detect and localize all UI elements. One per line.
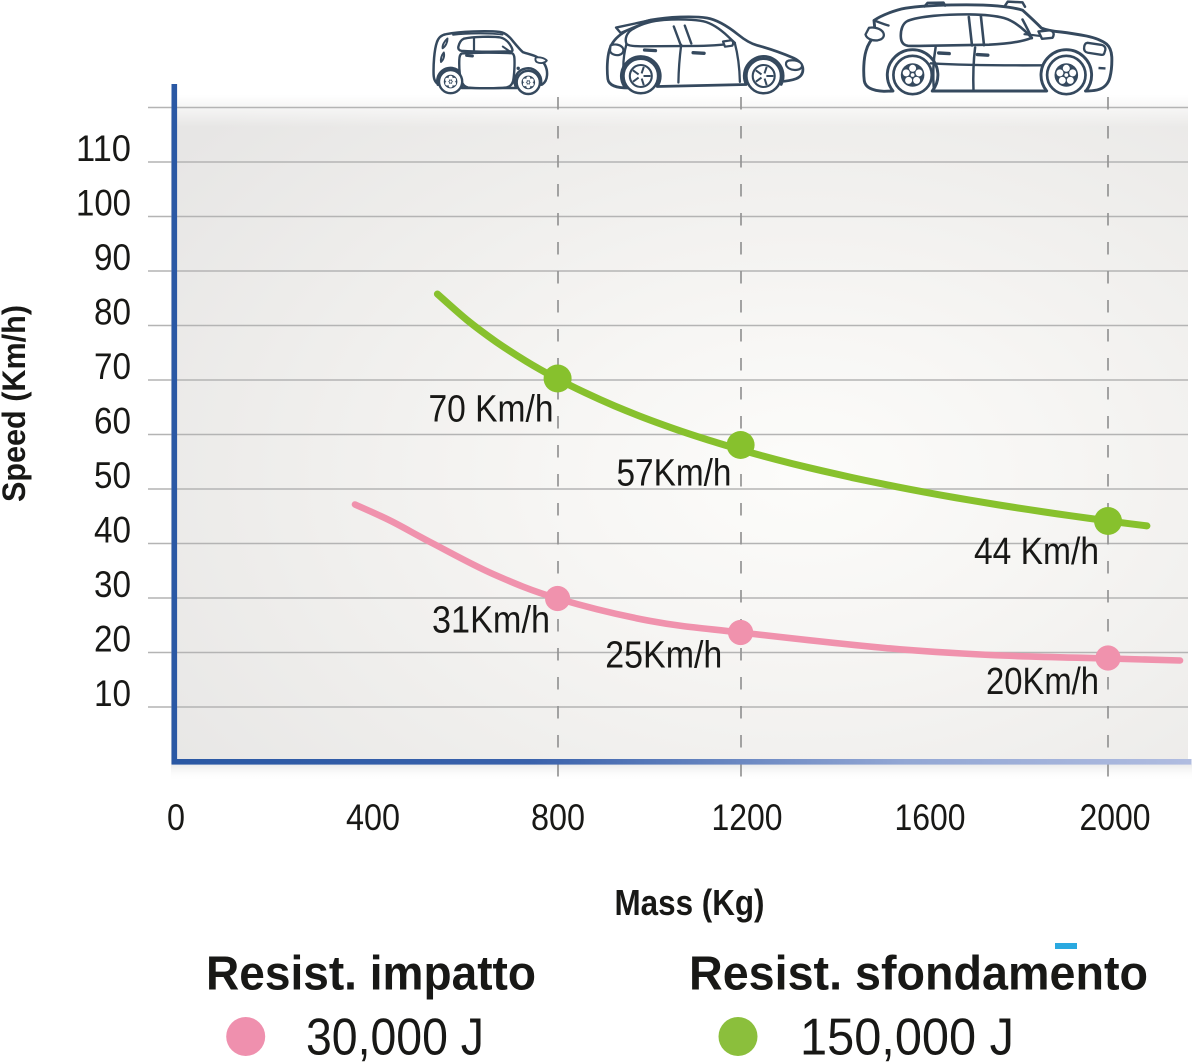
svg-text:57Km/h: 57Km/h (617, 453, 732, 495)
svg-text:70 Km/h: 70 Km/h (429, 389, 554, 431)
svg-text:400: 400 (346, 797, 400, 838)
svg-text:70: 70 (94, 346, 131, 387)
svg-text:Mass (Kg): Mass (Kg) (615, 882, 765, 923)
svg-text:80: 80 (94, 292, 131, 333)
svg-text:25Km/h: 25Km/h (605, 635, 722, 677)
svg-text:110: 110 (76, 128, 131, 169)
svg-text:90: 90 (94, 237, 131, 278)
svg-text:0: 0 (167, 797, 185, 838)
svg-text:2000: 2000 (1080, 797, 1151, 838)
svg-text:Resist. impatto: Resist. impatto (206, 948, 536, 1001)
svg-text:1200: 1200 (712, 797, 783, 838)
svg-text:Resist. sfondamento: Resist. sfondamento (689, 948, 1148, 1001)
svg-text:150,000 J: 150,000 J (800, 1009, 1014, 1063)
svg-text:40: 40 (94, 510, 131, 551)
svg-text:50: 50 (94, 455, 131, 496)
svg-text:Speed (Km/h): Speed (Km/h) (0, 305, 32, 502)
svg-text:44 Km/h: 44 Km/h (974, 531, 1099, 573)
svg-text:1600: 1600 (895, 797, 966, 838)
svg-text:30: 30 (94, 564, 131, 605)
svg-text:100: 100 (76, 183, 131, 224)
svg-text:30,000 J: 30,000 J (306, 1009, 484, 1063)
svg-text:20Km/h: 20Km/h (986, 661, 1099, 703)
svg-text:800: 800 (531, 797, 585, 838)
svg-text:10: 10 (94, 673, 131, 714)
svg-text:20: 20 (94, 619, 131, 660)
svg-text:60: 60 (94, 401, 131, 442)
svg-text:31Km/h: 31Km/h (432, 600, 550, 642)
